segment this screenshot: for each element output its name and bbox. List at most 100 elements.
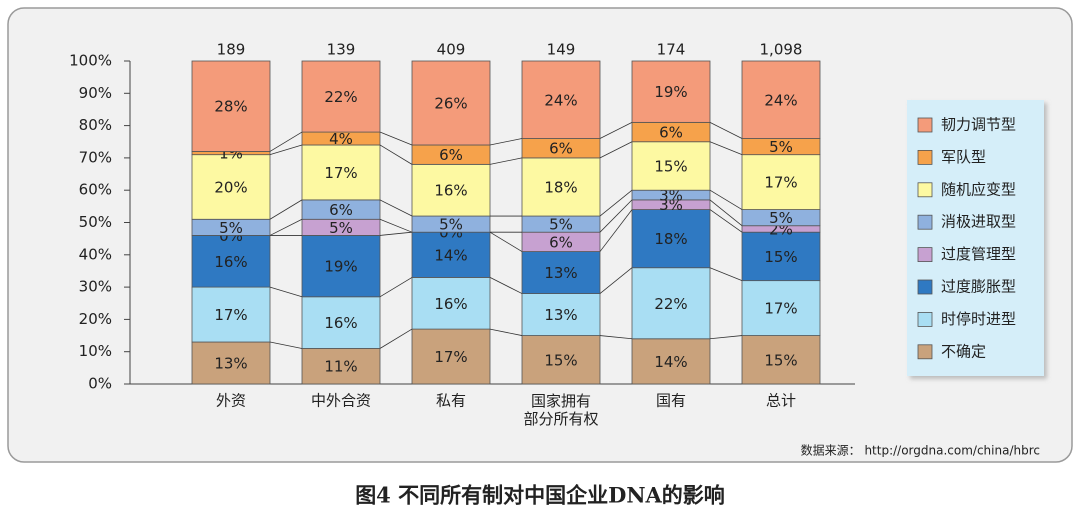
seg-label: 14% [654,353,687,371]
legend-label: 韧力调节型 [941,116,1016,134]
legend-label: 时停时进型 [941,310,1016,328]
legend-box [907,100,1044,376]
seg-label: 16% [324,314,357,332]
bar-segment [411,163,491,217]
x-tick-label: 总计 [766,392,796,410]
connector [599,199,633,233]
seg-label: 18% [654,230,687,248]
connector [709,141,743,156]
bar-segment [191,60,271,152]
connector [379,144,413,165]
connector [269,286,303,298]
connector [379,328,413,349]
connector [269,199,303,220]
connector [379,218,413,233]
seg-label: 6% [549,233,573,251]
bar-segment [741,280,821,336]
bar-segment [191,235,271,288]
seg-label: 18% [544,178,577,196]
seg-label: 5% [439,216,463,234]
legend-label: 消极进取型 [941,213,1016,231]
seg-label: 5% [219,219,243,237]
seg-label: 13% [214,355,247,373]
bar-segment [411,328,491,385]
bar-segment [631,267,711,340]
connector [269,218,303,236]
y-tick-label: 0% [88,375,112,393]
legend-label: 过度管理型 [941,245,1016,263]
y-tick-label: 50% [79,213,112,231]
bar-segment [191,341,271,385]
legend-label: 军队型 [941,148,986,166]
legend-swatch [917,247,933,263]
seg-label: 15% [764,248,797,266]
seg-label: 26% [434,94,467,112]
connector [709,122,743,139]
bar-segment [191,286,271,343]
y-tick-label: 100% [69,52,112,70]
bar-segment [191,154,271,220]
legend-swatch [917,117,933,133]
connector [269,131,303,152]
connector [489,138,523,146]
legend-swatch [917,311,933,327]
seg-label: 5% [769,209,793,227]
legend-swatch [917,149,933,165]
legend-label: 随机应变型 [941,180,1016,198]
seg-label: 5% [549,216,573,234]
connector [269,144,303,156]
connector [599,335,633,340]
connector [709,199,743,227]
seg-label: 5% [329,219,353,237]
bar-segment [741,335,821,385]
seg-label: 15% [544,351,577,369]
x-tick-label: 国家拥有部分所有权 [523,392,598,428]
connector [709,209,743,233]
sample-size: 149 [547,41,576,59]
connector [489,157,523,165]
bar-segment [411,60,491,146]
bar-segment [741,60,821,139]
y-tick-label: 80% [79,116,112,134]
seg-label: 6% [549,140,573,158]
connector [709,267,743,282]
seg-label: 22% [324,88,357,106]
x-tick-label: 国有 [656,392,686,410]
connector [379,199,413,217]
seg-label: 24% [544,91,577,109]
y-tick-label: 30% [79,278,112,296]
seg-label: 17% [214,306,247,324]
connector [269,341,303,349]
connector [379,131,413,146]
connector [599,267,633,294]
seg-label: 19% [324,258,357,276]
seg-label: 17% [764,300,797,318]
seg-label: 22% [654,295,687,313]
bar-segment [301,296,381,349]
bar-segment [301,144,381,201]
seg-label: 6% [659,124,683,142]
bar-segment [631,338,711,385]
seg-label: 24% [764,91,797,109]
bar-segment [411,231,491,278]
bar-segment [521,60,601,139]
seg-label: 4% [329,130,353,148]
seg-label: 19% [654,83,687,101]
bar-segment [631,60,711,123]
x-tick-label: 外资 [216,392,246,410]
y-tick-label: 10% [79,342,112,360]
seg-label: 17% [324,164,357,182]
connector [599,209,633,252]
bar-segment [521,251,601,294]
seg-label: 14% [434,246,467,264]
legend-swatch [917,182,933,198]
x-tick-label: 中外合资 [311,392,371,410]
seg-label: 20% [214,178,247,196]
y-tick-label: 20% [79,310,112,328]
bar-segment [631,141,711,191]
legend-swatch [917,214,933,230]
legend-label: 过度膨胀型 [941,278,1016,296]
bar-segment [521,293,601,336]
bar-segment [411,277,491,330]
bar-segment [521,157,601,217]
